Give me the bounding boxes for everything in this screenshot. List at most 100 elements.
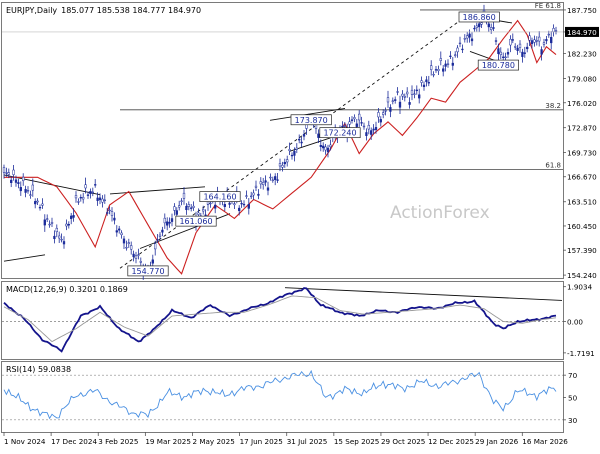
candle-body xyxy=(463,38,466,40)
candle-body xyxy=(178,205,181,208)
x-tick-label: 29 Jan 2026 xyxy=(475,437,519,446)
price-level-label: 186.860 xyxy=(463,13,496,22)
candle-body xyxy=(65,223,68,227)
candle-body xyxy=(187,204,190,207)
candle-body xyxy=(410,89,414,95)
candle-body xyxy=(29,194,32,196)
candle-body xyxy=(526,46,529,50)
candle-body xyxy=(98,197,102,201)
candle-body xyxy=(554,30,558,32)
candle-body xyxy=(86,194,90,196)
candle-body xyxy=(214,204,217,209)
candle-body xyxy=(82,196,85,200)
candle-body xyxy=(31,184,34,191)
candle-body xyxy=(242,203,246,206)
fib-label: 38.2 xyxy=(545,102,561,110)
candle-body xyxy=(53,235,56,240)
macd-signal-line xyxy=(3,295,557,343)
candle-body xyxy=(12,169,15,175)
candle-body xyxy=(67,223,70,226)
candle-body xyxy=(322,145,325,149)
candle-body xyxy=(283,161,286,165)
rsi-panel xyxy=(1,361,564,433)
x-tick-label: 16 Mar 2026 xyxy=(522,437,568,446)
current-price-marker xyxy=(565,26,599,37)
candle-body xyxy=(55,227,58,233)
candle-body xyxy=(166,221,169,226)
candle-body xyxy=(130,245,133,250)
x-tick-label: 29 Oct 2025 xyxy=(381,437,425,446)
candle-body xyxy=(238,207,241,212)
candle-body xyxy=(120,232,123,236)
candle-body xyxy=(473,27,476,30)
candle-body xyxy=(367,125,370,130)
candle-body xyxy=(19,187,22,192)
price-level-label: 173.870 xyxy=(295,116,328,125)
price-panel xyxy=(1,2,564,279)
candle-body xyxy=(403,96,406,98)
candle-body xyxy=(418,94,421,99)
y-tick-label: -1.7191 xyxy=(567,349,595,358)
rsi-chart-group xyxy=(2,369,563,421)
price-level-label: 180.780 xyxy=(482,61,515,70)
candle-body xyxy=(91,191,94,194)
candle-body xyxy=(451,62,454,66)
candle-body xyxy=(137,254,140,256)
candle-body xyxy=(386,97,390,103)
candle-body xyxy=(358,113,361,121)
candle-body xyxy=(295,147,298,150)
candle-body xyxy=(518,43,522,48)
candle-body xyxy=(389,107,392,112)
candle-body xyxy=(454,54,457,56)
candle-body xyxy=(449,55,452,57)
price-title: EURJPY,Daily 185.077 185.538 184.777 184.… xyxy=(6,6,201,15)
candle-body xyxy=(84,184,87,189)
candle-body xyxy=(252,192,255,196)
candle-body xyxy=(118,228,121,231)
candle-body xyxy=(259,181,262,185)
candle-body xyxy=(168,222,171,224)
price-level-label: 164.160 xyxy=(203,193,236,202)
candle-body xyxy=(422,84,426,88)
candle-body xyxy=(113,217,116,221)
candle-body xyxy=(324,146,327,151)
axes-group: 187.750 184.970 182.230 179.080 176.020 172.8… xyxy=(3,6,599,446)
macd-chart-group xyxy=(2,287,563,353)
candle-body xyxy=(274,176,277,180)
candle-body xyxy=(7,172,10,175)
candle-body xyxy=(492,27,495,29)
candle-body xyxy=(458,42,462,45)
watermark: ActionForex xyxy=(390,203,490,223)
candle-body xyxy=(254,185,258,188)
candle-body xyxy=(370,130,373,135)
candle-body xyxy=(101,198,104,203)
candle-body xyxy=(62,241,66,245)
candle-body xyxy=(245,195,248,197)
candle-body xyxy=(70,215,73,220)
candle-body xyxy=(538,36,541,42)
candle-body xyxy=(115,230,118,233)
price-level-box xyxy=(199,191,241,202)
candle-body xyxy=(466,35,469,39)
candle-body xyxy=(499,51,502,55)
y-tick-label: 184.970 xyxy=(567,28,597,37)
candle-body xyxy=(540,49,543,55)
candle-body xyxy=(343,125,346,127)
fib-label: 61.8 xyxy=(545,161,561,169)
x-tick-label: 1 Nov 2024 xyxy=(4,437,46,446)
candle-body xyxy=(302,134,306,137)
candle-body xyxy=(125,247,128,249)
macd-trendline xyxy=(284,287,563,301)
candle-body xyxy=(286,159,289,163)
candle-body xyxy=(154,243,157,250)
candle-body xyxy=(209,202,212,205)
candle-body xyxy=(480,22,483,25)
rsi-line xyxy=(3,369,557,420)
candle-body xyxy=(506,52,510,55)
candle-body xyxy=(60,238,63,241)
candle-body xyxy=(396,91,399,93)
price-level-box xyxy=(290,114,332,126)
candle-body xyxy=(456,47,459,53)
candle-body xyxy=(406,91,409,95)
candle-body xyxy=(439,58,442,61)
